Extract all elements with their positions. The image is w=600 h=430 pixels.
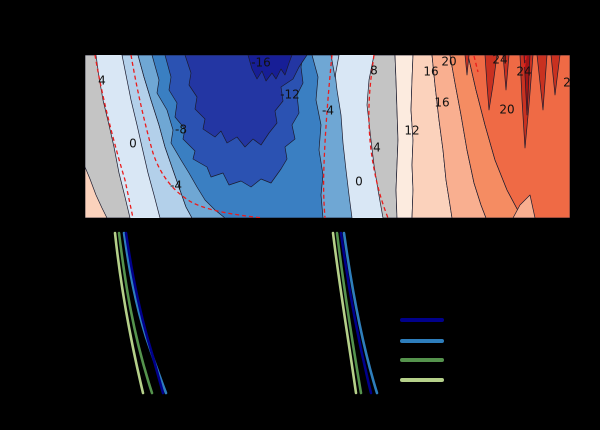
profile-curve [331, 231, 358, 395]
contour-label: 24 [516, 65, 531, 79]
contour-label: -16 [251, 56, 271, 70]
contour-label: 16 [423, 65, 438, 79]
profile-panel-right [331, 231, 379, 395]
profile-curve [124, 231, 165, 395]
contour-label: 20 [441, 55, 456, 69]
contour-label: 4 [98, 74, 106, 88]
contour-label: -4 [322, 104, 334, 118]
contour-label: -8 [175, 123, 187, 137]
contour-label: 0 [355, 175, 363, 189]
contour-filled-bands [85, 55, 570, 218]
legend [400, 318, 444, 382]
contour-label: 8 [370, 64, 378, 78]
red-dashed-contours [94, 55, 527, 218]
contour-label: 20 [499, 103, 514, 117]
contour-label: 4 [373, 141, 381, 155]
contour-label: 2 [563, 76, 570, 90]
profile-curve [335, 231, 363, 395]
profile-curve [117, 231, 154, 395]
profile-panels [113, 231, 444, 395]
profile-panel-left [113, 231, 168, 395]
contour-plot: 4 0 -8 -4 -16 -12 -4 0 4 8 12 16 16 20 20 24 24 2 [85, 55, 570, 218]
contour-label: -12 [280, 88, 300, 102]
contour-label: -4 [170, 179, 182, 193]
profile-curve [342, 231, 379, 395]
profile-curve [113, 231, 145, 395]
profile-curve [339, 231, 373, 395]
contour-label: 16 [434, 96, 449, 110]
contour-label: 0 [129, 137, 137, 151]
contour-label: 24 [492, 55, 507, 67]
contour-label: 12 [404, 124, 419, 138]
